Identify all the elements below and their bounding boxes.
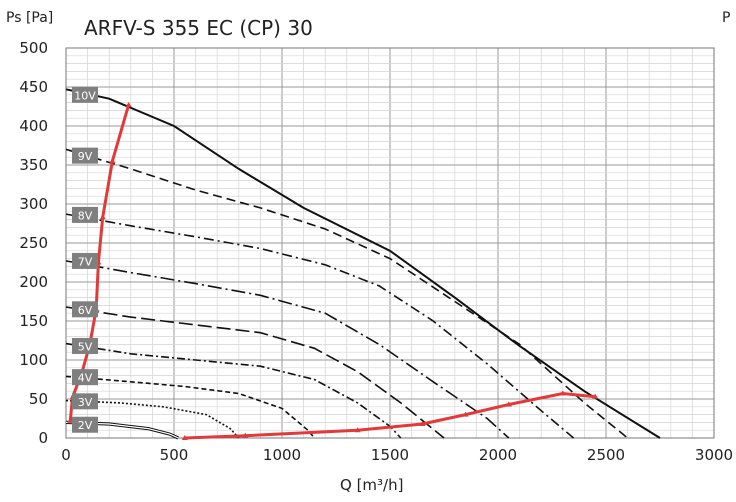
operating-marker — [592, 393, 599, 399]
series-line-6V — [65, 306, 445, 439]
y-tick-label: 500 — [19, 39, 48, 57]
plot-frame — [65, 47, 715, 439]
y-tick-label: 0 — [38, 429, 48, 447]
limit-marker — [99, 214, 106, 220]
y-tick-label: 150 — [19, 312, 48, 330]
series-line-5V — [65, 342, 402, 439]
x-tick-label: 3000 — [695, 446, 733, 464]
series-label-10V: 10V — [74, 89, 96, 102]
y-tick-label: 300 — [19, 195, 48, 213]
limit-marker — [67, 417, 74, 423]
x-tick-label: 1000 — [263, 446, 301, 464]
operating-marker — [354, 427, 361, 433]
series-line-10V — [65, 88, 661, 439]
right-axis-label: P — [722, 10, 731, 26]
label-box-4V — [72, 369, 98, 386]
y-tick-label: 100 — [19, 351, 48, 369]
series-line-4V — [65, 375, 316, 439]
x-tick-label: 500 — [160, 446, 189, 464]
operating-marker — [462, 411, 469, 417]
series-label-9V: 9V — [78, 150, 93, 163]
label-box-6V — [72, 301, 98, 318]
label-box-5V — [72, 337, 98, 354]
series-label-5V: 5V — [78, 340, 93, 353]
label-box-10V — [72, 86, 98, 103]
operating-marker — [181, 435, 188, 440]
y-tick-label: 450 — [19, 78, 48, 96]
y-tick-label: 200 — [19, 273, 48, 291]
y-tick-label: 50 — [29, 390, 48, 408]
operating-marker — [242, 432, 249, 438]
x-tick-label: 2500 — [587, 446, 625, 464]
operating-marker — [505, 401, 512, 407]
x-axis-label: Q [m³/h] — [340, 476, 404, 494]
series-label-7V: 7V — [78, 255, 93, 268]
operating-marker — [559, 390, 566, 396]
label-box-9V — [72, 147, 98, 164]
series-line-9V — [65, 148, 629, 439]
series-label-2V: 2V — [78, 419, 93, 432]
series-label-8V: 8V — [78, 209, 93, 222]
x-tick-label: 0 — [61, 446, 71, 464]
label-box-7V — [72, 252, 98, 269]
series-label-6V: 6V — [78, 304, 93, 317]
series-label-3V: 3V — [78, 396, 93, 409]
series-label-4V: 4V — [78, 372, 93, 385]
limit-marker — [109, 158, 116, 164]
operating-line — [184, 391, 596, 440]
limit-marker — [125, 101, 132, 107]
operating-marker — [419, 420, 426, 426]
y-tick-label: 400 — [19, 117, 48, 135]
label-box-3V — [72, 393, 98, 410]
y-tick-label: 350 — [19, 156, 48, 174]
x-tick-label: 1500 — [371, 446, 409, 464]
y-tick-label: 250 — [19, 234, 48, 252]
x-tick-label: 2000 — [479, 446, 517, 464]
label-box-8V — [72, 206, 98, 223]
series-line-7V — [65, 260, 510, 439]
series-line-3V — [65, 399, 240, 439]
label-box-2V — [72, 416, 98, 433]
y-axis-label: Ps [Pa] — [6, 10, 54, 26]
chart-title: ARFV-S 355 EC (CP) 30 — [84, 16, 313, 40]
